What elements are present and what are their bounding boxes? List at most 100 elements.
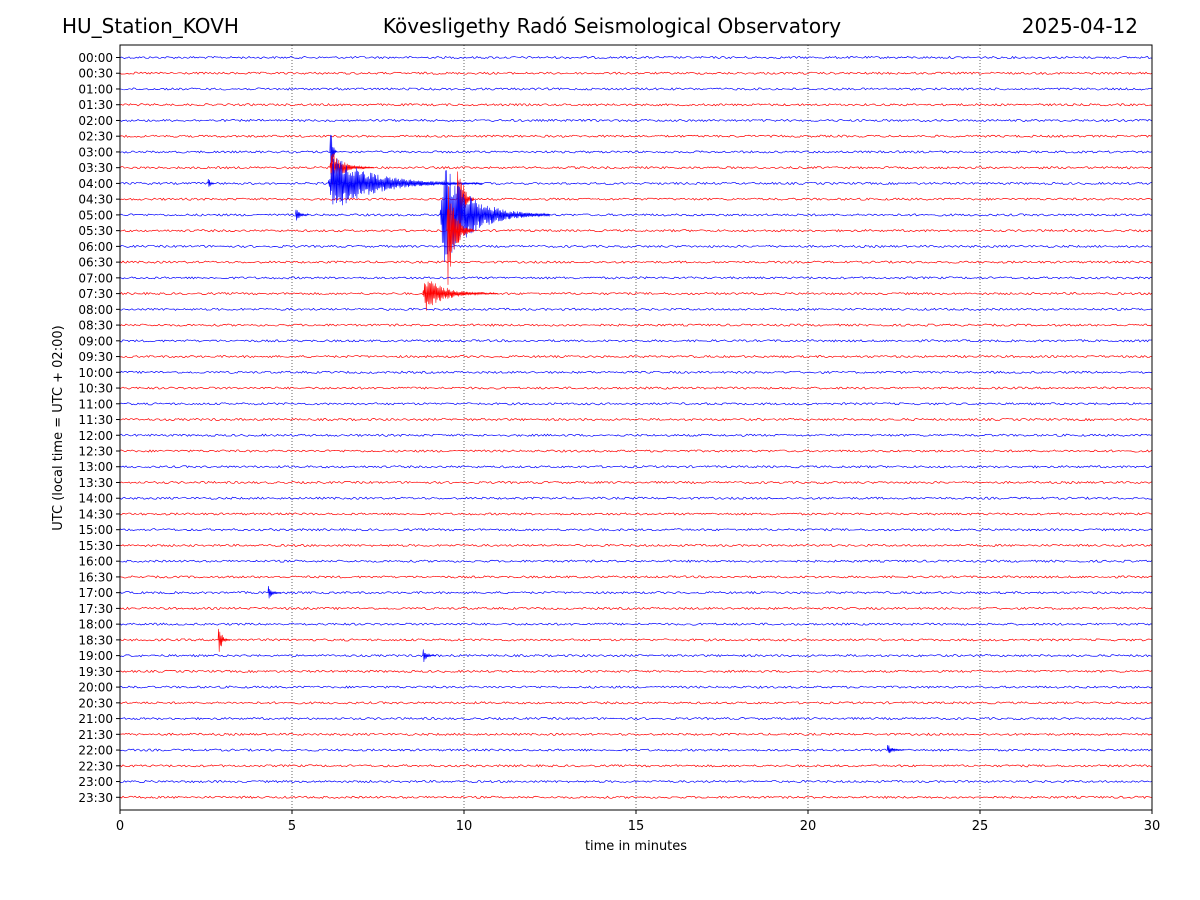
seismic-event-0500: [295, 209, 309, 221]
x-tick-label: 25: [972, 819, 989, 834]
trace-1000: [119, 370, 1153, 374]
station-name: HU_Station_KOVH: [62, 14, 239, 38]
trace-0430: [119, 197, 1153, 201]
y-tick-label: 01:30: [78, 98, 113, 112]
trace-0130: [119, 103, 1153, 107]
y-tick-label: 12:30: [78, 445, 113, 459]
y-tick-label: 03:30: [78, 161, 113, 175]
y-tick-label: 11:00: [78, 397, 113, 411]
y-tick-label: 19:30: [78, 665, 113, 679]
y-tick-label: 19:00: [78, 649, 113, 663]
y-tick-label: 02:00: [78, 114, 113, 128]
trace-1800: [119, 622, 1153, 626]
y-tick-label: 15:00: [78, 523, 113, 537]
trace-0500: [119, 213, 1153, 217]
trace-0900: [119, 339, 1153, 343]
trace-0100: [119, 87, 1153, 91]
x-axis: 0 5 10 15 20 25 30: [116, 810, 1160, 834]
x-tick-label: 15: [628, 819, 645, 834]
trace-1200: [119, 433, 1153, 437]
y-tick-label: 13:30: [78, 476, 113, 490]
y-tick-label: 03:00: [78, 145, 113, 159]
trace-0530: [119, 228, 1153, 233]
y-tick-label: 06:30: [78, 256, 113, 270]
trace-1600: [119, 559, 1153, 563]
trace-0630: [119, 260, 1153, 264]
trace-0230: [119, 134, 1153, 138]
trace-1100: [119, 402, 1153, 406]
trace-0200: [119, 118, 1153, 123]
y-tick-label: 14:30: [78, 507, 113, 521]
trace-1830: [119, 638, 1153, 642]
y-tick-label: 05:30: [78, 224, 113, 238]
x-tick-label: 5: [288, 819, 296, 834]
y-tick-label: 22:00: [78, 744, 113, 758]
y-tick-label: 14:00: [78, 492, 113, 506]
y-tick-label: 04:30: [78, 193, 113, 207]
seismic-event-0330: [329, 153, 375, 185]
seismic-event-1900: [422, 649, 437, 662]
trace-0300: [119, 150, 1153, 154]
seismic-event-0530: [446, 186, 475, 285]
y-tick-label: 21:00: [78, 712, 113, 726]
y-tick-label: 10:00: [78, 366, 113, 380]
y-tick-label: 17:00: [78, 586, 113, 600]
y-tick-label: 22:30: [78, 759, 113, 773]
y-tick-label: 20:00: [78, 681, 113, 695]
trace-1730: [119, 606, 1153, 611]
trace-group: [119, 55, 1153, 799]
y-tick-label: 10:30: [78, 382, 113, 396]
y-tick-label: 09:30: [78, 350, 113, 364]
y-tick-label: 12:00: [78, 429, 113, 443]
y-tick-label: 23:30: [78, 791, 113, 805]
y-tick-label: 04:00: [78, 177, 113, 191]
grid-lines: [291, 45, 981, 810]
trace-0930: [119, 354, 1153, 359]
y-tick-label: 05:00: [78, 208, 113, 222]
y-tick-label: 11:30: [78, 413, 113, 427]
trace-1030: [119, 386, 1153, 390]
y-tick-label: 00:00: [78, 51, 113, 65]
y-tick-label: 02:30: [78, 130, 113, 144]
trace-2000: [119, 685, 1153, 689]
trace-0830: [119, 323, 1153, 327]
trace-0400: [119, 181, 1153, 186]
x-tick-label: 20: [800, 819, 817, 834]
seismic-event-0400: [327, 158, 483, 206]
x-axis-label: time in minutes: [585, 839, 687, 854]
trace-0800: [119, 307, 1153, 311]
chart-date: 2025-04-12: [1021, 14, 1138, 38]
y-tick-label: 17:30: [78, 602, 113, 616]
trace-1430: [119, 512, 1153, 516]
trace-2300: [119, 779, 1153, 784]
trace-2100: [119, 716, 1153, 721]
x-tick-label: 0: [116, 819, 124, 834]
trace-2330: [119, 795, 1153, 799]
trace-1230: [119, 449, 1153, 453]
trace-1130: [119, 417, 1153, 422]
trace-1930: [119, 669, 1153, 673]
seismic-event-1700: [267, 585, 282, 599]
x-tick-label: 30: [1144, 819, 1161, 834]
y-tick-label: 18:00: [78, 618, 113, 632]
trace-1400: [119, 496, 1153, 500]
trace-2130: [119, 732, 1153, 736]
trace-1900: [119, 654, 1153, 658]
y-tick-label: 15:30: [78, 539, 113, 553]
seismic-event-1830: [217, 628, 231, 652]
y-tick-label: 13:00: [78, 460, 113, 474]
trace-1300: [119, 465, 1153, 469]
y-tick-label: 09:00: [78, 334, 113, 348]
trace-2200: [119, 748, 1153, 752]
y-tick-label: 16:30: [78, 570, 113, 584]
y-tick-label: 07:30: [78, 287, 113, 301]
seismic-event-0400: [207, 179, 215, 187]
y-tick-label: 23:00: [78, 775, 113, 789]
seismic-event-0730: [422, 281, 499, 311]
trace-1530: [119, 543, 1153, 548]
seismic-event-0500: [439, 170, 550, 263]
y-tick-label: 01:00: [78, 82, 113, 96]
y-axis-label: UTC (local time = UTC + 02:00): [51, 325, 66, 530]
y-tick-label: 07:00: [78, 271, 113, 285]
